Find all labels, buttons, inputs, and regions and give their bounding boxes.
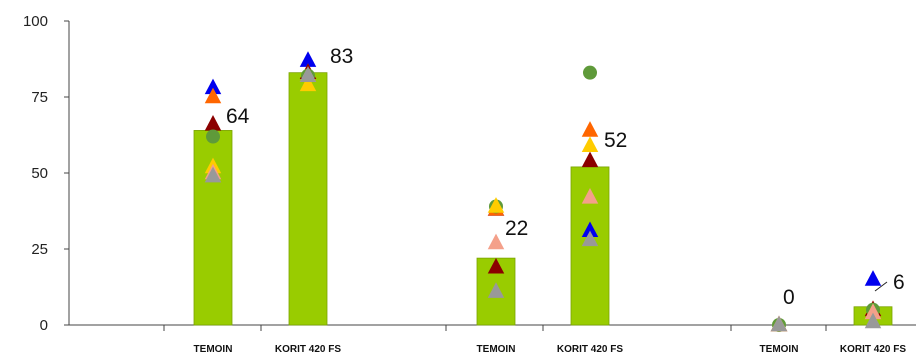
point-marker [581, 230, 599, 247]
data-label: 0 [783, 286, 795, 309]
data-label: 64 [226, 105, 250, 128]
point-marker [581, 151, 599, 168]
point-marker [299, 75, 317, 92]
axis-layer: 0 25 50 75 100 TEMOIN KORIT 420 FS TEMOIN KORIT … [23, 13, 916, 355]
point-marker [299, 51, 317, 67]
point-marker [583, 65, 597, 80]
bar [288, 72, 328, 326]
x-tick-label: TEMOIN [760, 344, 799, 355]
point-marker [204, 115, 222, 131]
label-leader-line [874, 281, 888, 292]
point-marker [581, 188, 599, 204]
point-marker [487, 282, 505, 298]
point-marker [581, 136, 599, 152]
y-tick-label: 75 [31, 89, 48, 106]
point-marker [204, 87, 222, 104]
label-layer: 64 83 22 52 0 6 [226, 45, 905, 309]
point-marker [864, 270, 882, 286]
point-marker [581, 221, 599, 238]
data-label: 6 [893, 271, 905, 294]
point-marker [770, 315, 788, 332]
data-label: 52 [604, 129, 627, 152]
point-marker [487, 233, 505, 250]
y-tick-label: 25 [31, 241, 48, 258]
x-tick-label: KORIT 420 FS [557, 344, 623, 355]
data-label: 83 [330, 45, 353, 68]
point-layer [204, 51, 882, 332]
x-tick-label: KORIT 420 FS [840, 344, 906, 355]
point-marker [864, 312, 882, 329]
data-label: 22 [505, 217, 528, 240]
x-tick-label: TEMOIN [194, 344, 233, 355]
point-marker [487, 257, 505, 274]
point-marker [487, 197, 505, 213]
x-tick-label: KORIT 420 FS [275, 344, 341, 355]
point-marker [581, 121, 599, 137]
y-tick-label: 100 [23, 13, 48, 30]
y-tick-label: 50 [31, 165, 48, 182]
point-marker [204, 78, 222, 95]
point-marker [299, 66, 317, 83]
y-tick-label: 0 [40, 317, 48, 334]
x-tick-label: TEMOIN [477, 344, 516, 355]
point-marker [206, 129, 220, 144]
point-marker [204, 166, 222, 183]
point-marker [864, 303, 882, 320]
